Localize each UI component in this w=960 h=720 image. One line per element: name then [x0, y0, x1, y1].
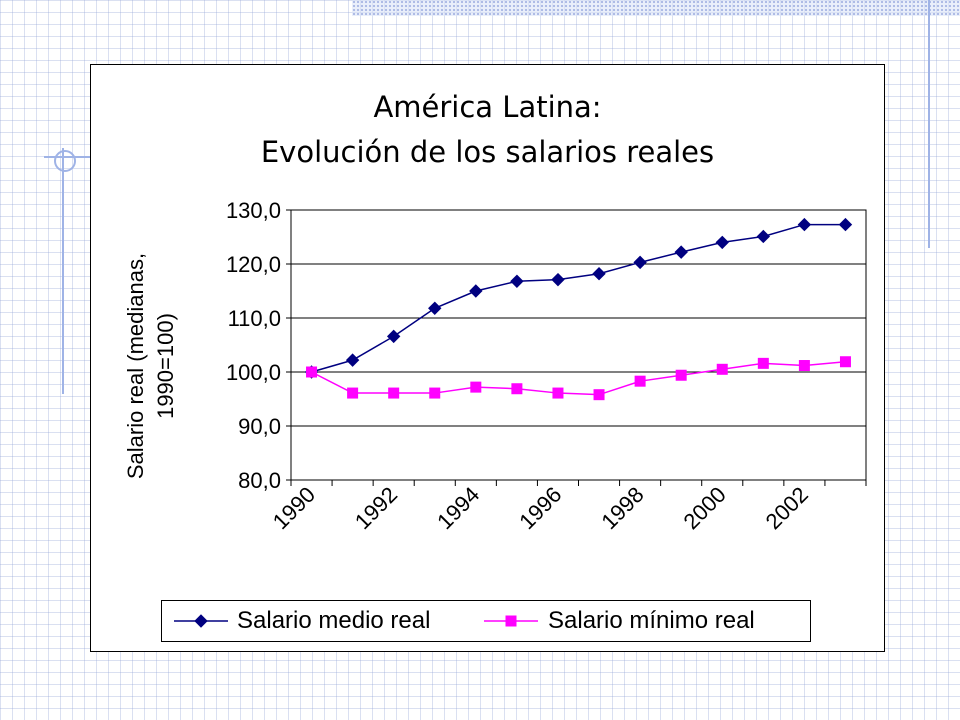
data-point-series-1 [428, 301, 442, 315]
x-tick-label: 1996 [514, 482, 566, 534]
data-point-series-2 [716, 363, 728, 375]
data-point-series-1 [838, 217, 853, 232]
data-point-series-1 [551, 272, 565, 287]
data-point-series-2 [511, 383, 523, 395]
data-point-series-2 [675, 369, 687, 381]
data-point-series-1 [592, 267, 606, 281]
y-tick-label: 120,0 [226, 252, 281, 277]
data-point-series-2 [429, 387, 441, 399]
series-line-1 [311, 223, 846, 373]
y-tick-label: 130,0 [226, 198, 281, 223]
data-point-series-1 [469, 284, 483, 298]
legend-label-series-2: Salario mínimo real [548, 607, 755, 634]
legend-symbols [174, 614, 538, 628]
data-point-series-2 [798, 360, 810, 372]
data-point-series-1 [674, 245, 688, 259]
x-tick-label: 1994 [432, 482, 484, 534]
decorative-vertical-line-left [62, 148, 64, 394]
chart-title-line-1: América Latina: [373, 90, 602, 124]
data-point-series-2 [347, 387, 359, 399]
decorative-circle [54, 150, 76, 172]
series-line-2 [311, 360, 846, 396]
y-tick-label: 110,0 [228, 306, 281, 331]
legend-marker-series-2 [505, 615, 517, 627]
data-point-series-1 [797, 217, 812, 232]
data-point-series-2 [306, 366, 318, 378]
x-tick-label: 1998 [596, 482, 648, 534]
decorative-top-band [352, 0, 960, 16]
data-point-series-2 [552, 387, 564, 399]
x-tick-label: 2002 [761, 482, 813, 534]
data-point-series-2 [839, 356, 851, 368]
chart-legend: Salario medio real Salario mínimo real [161, 600, 811, 642]
decorative-vertical-line-right [928, 0, 930, 248]
data-point-series-2 [634, 375, 646, 387]
data-point-series-1 [510, 274, 524, 288]
legend-marker-series-1 [194, 614, 208, 628]
data-point-series-2 [388, 387, 400, 399]
data-point-series-1 [756, 229, 771, 244]
chart-title-line-2: Evolución de los salarios reales [260, 135, 715, 169]
x-tick-label: 2000 [678, 482, 730, 534]
data-point-series-1 [715, 235, 729, 250]
data-point-series-1 [386, 329, 401, 344]
data-point-series-1 [633, 255, 647, 270]
legend-label-series-1: Salario medio real [237, 607, 431, 634]
x-tick-label: 1992 [350, 482, 402, 534]
data-point-series-2 [757, 357, 769, 369]
y-tick-label: 100,0 [226, 360, 281, 385]
data-point-series-2 [470, 381, 482, 393]
y-tick-label: 80,0 [238, 468, 281, 493]
chart-frame: América Latina: Evolución de los salario… [90, 64, 885, 652]
y-tick-label: 90,0 [238, 414, 281, 439]
data-point-series-2 [593, 389, 605, 401]
data-point-series-1 [345, 353, 360, 367]
